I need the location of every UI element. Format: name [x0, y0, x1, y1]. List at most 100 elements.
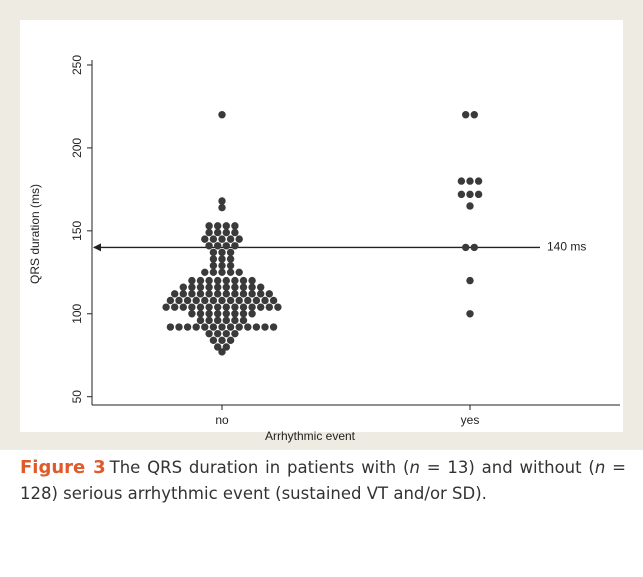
dot	[218, 348, 226, 356]
dot	[188, 283, 196, 291]
caption-text: n	[594, 458, 606, 477]
dot	[196, 283, 205, 291]
dot	[222, 343, 230, 351]
dot	[226, 336, 235, 345]
dot	[196, 310, 205, 318]
dot	[205, 242, 213, 250]
dot	[196, 276, 205, 285]
dot	[218, 255, 226, 263]
dot	[222, 276, 230, 285]
dot	[218, 111, 226, 119]
dot	[218, 323, 226, 331]
dot	[226, 296, 235, 305]
dot	[222, 316, 230, 325]
dot	[222, 303, 230, 311]
dot	[179, 303, 187, 311]
dot	[214, 283, 222, 291]
dot	[239, 276, 248, 285]
dot	[214, 329, 222, 338]
dot	[470, 243, 478, 252]
dot	[239, 310, 248, 318]
dot	[222, 242, 230, 250]
dot	[183, 323, 192, 331]
dot	[257, 290, 265, 298]
y-tick-label: 250	[70, 55, 84, 75]
dot	[218, 197, 226, 205]
dot	[188, 290, 196, 298]
dot	[239, 303, 248, 311]
dot	[470, 111, 478, 119]
dot	[209, 248, 218, 257]
dot	[209, 235, 218, 243]
dot	[218, 235, 226, 243]
dot	[196, 316, 205, 325]
caption-text: = 128) serious arrhythmic event (sustain…	[20, 458, 626, 503]
caption-text: Figure 3	[20, 457, 106, 478]
dot	[166, 323, 175, 331]
dot	[179, 283, 187, 291]
dot	[183, 296, 192, 305]
dot	[261, 323, 269, 331]
dot	[205, 310, 213, 318]
dot	[248, 290, 256, 298]
dot	[205, 276, 213, 285]
dot	[248, 310, 256, 318]
dot	[248, 276, 256, 285]
dot	[261, 296, 269, 305]
dot	[466, 276, 474, 285]
dot	[252, 323, 261, 331]
dot	[162, 303, 170, 311]
dot	[205, 290, 213, 298]
dot	[188, 310, 196, 318]
dot	[222, 283, 230, 291]
dot	[214, 310, 222, 318]
dot	[235, 323, 243, 331]
dot	[466, 177, 474, 185]
dot	[457, 190, 466, 199]
caption-text: = 13) and without (	[419, 458, 595, 477]
dot	[175, 296, 183, 305]
dot	[457, 177, 466, 185]
dot	[222, 228, 230, 237]
dot	[166, 296, 175, 305]
dot	[205, 329, 213, 338]
dot	[269, 323, 278, 331]
dot	[239, 290, 248, 298]
dot	[205, 283, 213, 291]
dot	[235, 235, 243, 243]
dot	[239, 316, 248, 325]
dot	[214, 228, 222, 237]
dot	[231, 316, 239, 325]
dot	[201, 323, 209, 331]
dot	[231, 228, 239, 237]
dot	[179, 290, 187, 298]
dot	[265, 303, 273, 311]
dot	[466, 310, 474, 318]
dot	[226, 268, 235, 277]
dot	[235, 296, 243, 305]
y-tick-label: 200	[70, 138, 84, 158]
dot	[218, 203, 226, 212]
dot	[214, 276, 222, 285]
dot	[196, 290, 205, 298]
dot	[209, 296, 218, 305]
dot	[188, 303, 196, 311]
dot	[171, 303, 179, 311]
dot	[226, 261, 235, 270]
dot	[231, 303, 239, 311]
dot	[235, 268, 243, 277]
dot	[231, 276, 239, 285]
dot	[244, 296, 252, 305]
dot	[205, 303, 213, 311]
dot	[231, 242, 239, 250]
dot	[474, 190, 483, 199]
dot	[209, 255, 218, 263]
caption-text: The QRS duration in patients with (	[109, 458, 410, 477]
dot	[239, 283, 248, 291]
dot	[226, 323, 235, 331]
caption: Figure 3 The QRS duration in patients wit…	[20, 455, 626, 506]
y-tick-label: 100	[70, 303, 84, 323]
dot	[209, 261, 218, 270]
dot	[265, 290, 273, 298]
